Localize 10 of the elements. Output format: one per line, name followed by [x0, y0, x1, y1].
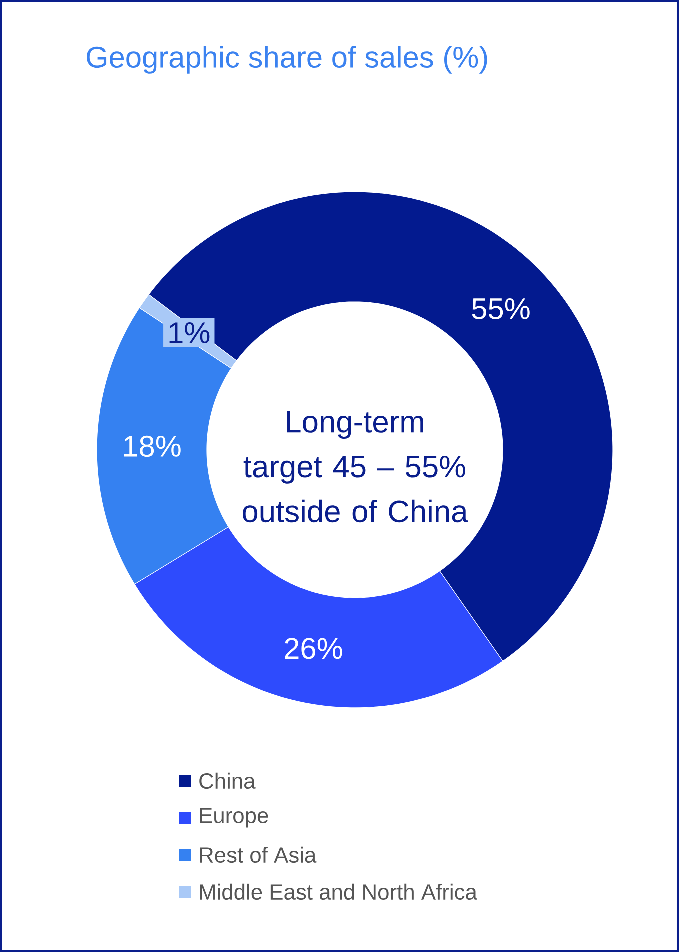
legend-label: China	[200, 772, 256, 790]
legend-label: Europe	[200, 808, 268, 828]
data-label: 1%	[170, 322, 210, 344]
data-label: 55%	[472, 298, 530, 320]
text: Long-term target 45 – 55% outside of China	[242, 411, 468, 523]
legend-label: Rest of Asia	[200, 846, 317, 864]
data-label: 18%	[124, 436, 181, 458]
data-label: 26%	[285, 638, 342, 660]
chart-title: Geographic share of sales (%)	[87, 46, 488, 74]
legend-label: Middle East and North Africa	[200, 884, 478, 900]
